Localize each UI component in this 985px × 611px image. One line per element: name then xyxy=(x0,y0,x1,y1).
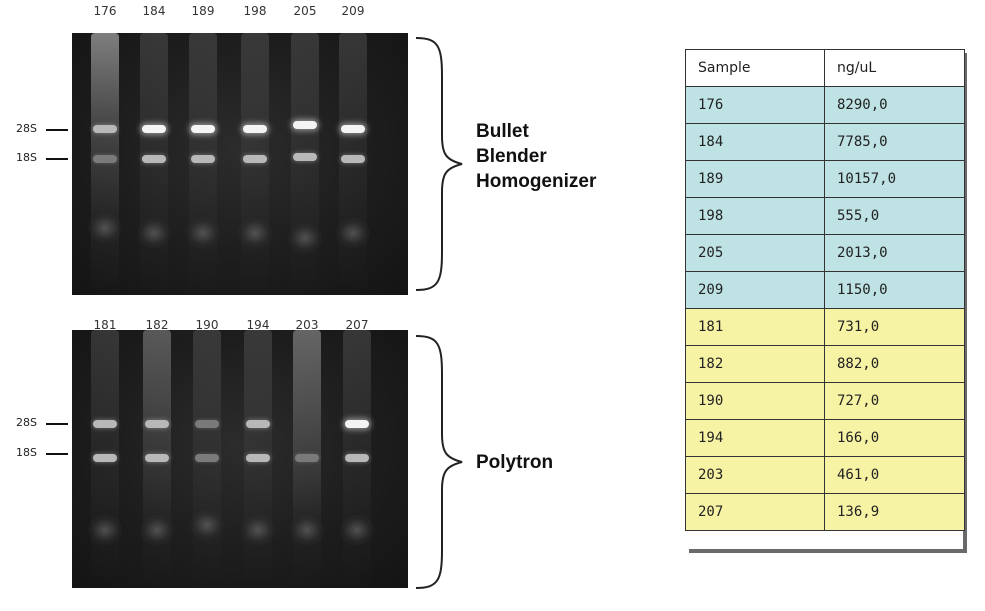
table-row: 181 731,0 xyxy=(685,308,965,346)
lane-label: 203 xyxy=(295,318,319,332)
lane-label: 194 xyxy=(246,318,270,332)
sample-cell: 184 xyxy=(685,123,825,161)
gel-lane xyxy=(290,330,324,588)
table-row: 203 461,0 xyxy=(685,456,965,494)
table-row: 207 136,9 xyxy=(685,493,965,531)
sample-cell: 205 xyxy=(685,234,825,272)
bullet-blender-gel-panel: 176 184 189 198 205 209 xyxy=(72,0,408,296)
lane-label: 207 xyxy=(345,318,369,332)
sample-cell: 176 xyxy=(685,86,825,124)
value-cell: 7785,0 xyxy=(824,123,965,161)
table-row: 184 7785,0 xyxy=(685,123,965,161)
gel-lane xyxy=(88,33,122,295)
table-row: 182 882,0 xyxy=(685,345,965,383)
sample-cell: 198 xyxy=(685,197,825,235)
lane-label: 176 xyxy=(93,4,117,18)
value-cell: 1150,0 xyxy=(824,271,965,309)
value-cell: 10157,0 xyxy=(824,160,965,198)
lane-label: 209 xyxy=(341,4,365,18)
lane-label: 182 xyxy=(145,318,169,332)
lane-label: 181 xyxy=(93,318,117,332)
gel-lane xyxy=(238,33,272,295)
value-cell: 727,0 xyxy=(824,382,965,420)
value-cell: 555,0 xyxy=(824,197,965,235)
table-row: 189 10157,0 xyxy=(685,160,965,198)
lane-labels: 176 184 189 198 205 209 xyxy=(72,0,408,20)
sample-cell: 207 xyxy=(685,493,825,531)
value-cell: 2013,0 xyxy=(824,234,965,272)
table-row: 198 555,0 xyxy=(685,197,965,235)
sample-cell: 209 xyxy=(685,271,825,309)
gel-lane xyxy=(140,330,174,588)
table-row: 194 166,0 xyxy=(685,419,965,457)
table-row: 190 727,0 xyxy=(685,382,965,420)
lane-label: 189 xyxy=(191,4,215,18)
marker-28s-label: 28S xyxy=(16,122,37,135)
value-cell: 731,0 xyxy=(824,308,965,346)
sample-cell: 189 xyxy=(685,160,825,198)
gel-lane xyxy=(241,330,275,588)
marker-18s-tick xyxy=(46,158,68,160)
gel-lane xyxy=(340,330,374,588)
gel-lane xyxy=(186,33,220,295)
marker-18s-tick xyxy=(46,453,68,455)
gel-lane xyxy=(190,330,224,588)
sample-cell: 181 xyxy=(685,308,825,346)
column-header-ng-ul: ng/uL xyxy=(824,49,965,87)
table-shadow xyxy=(963,53,967,553)
gel-lane xyxy=(88,330,122,588)
marker-18s-label: 18S xyxy=(16,446,37,459)
bullet-blender-group-label: Bullet Blender Homogenizer xyxy=(476,121,597,192)
sample-cell: 190 xyxy=(685,382,825,420)
value-cell: 166,0 xyxy=(824,419,965,457)
lane-label: 184 xyxy=(142,4,166,18)
gel-lane xyxy=(336,33,370,295)
lane-labels: 181 182 190 194 203 207 xyxy=(72,314,408,334)
table-header-row: Sample ng/uL xyxy=(685,49,965,87)
column-header-sample: Sample xyxy=(685,49,825,87)
sample-cell: 182 xyxy=(685,345,825,383)
marker-28s-label: 28S xyxy=(16,416,37,429)
lane-label: 198 xyxy=(243,4,267,18)
lane-label: 205 xyxy=(293,4,317,18)
table-row: 176 8290,0 xyxy=(685,86,965,124)
gel-image xyxy=(72,330,408,588)
gel-lane xyxy=(288,33,322,295)
marker-28s-tick xyxy=(46,129,68,131)
value-cell: 136,9 xyxy=(824,493,965,531)
marker-28s-tick xyxy=(46,423,68,425)
rna-concentration-table: Sample ng/uL 176 8290,0 184 7785,0 189 1015… xyxy=(685,49,965,531)
value-cell: 8290,0 xyxy=(824,86,965,124)
gel-lane xyxy=(137,33,171,295)
lane-label: 190 xyxy=(195,318,219,332)
sample-cell: 194 xyxy=(685,419,825,457)
sample-cell: 203 xyxy=(685,456,825,494)
curly-brace-icon xyxy=(415,335,463,589)
polytron-gel-panel: 181 182 190 194 203 207 xyxy=(72,314,408,588)
table-row: 209 1150,0 xyxy=(685,271,965,309)
table-row: 205 2013,0 xyxy=(685,234,965,272)
gel-image xyxy=(72,33,408,295)
value-cell: 882,0 xyxy=(824,345,965,383)
curly-brace-icon xyxy=(415,37,463,291)
table-shadow xyxy=(689,549,967,553)
polytron-group-label: Polytron xyxy=(476,452,554,473)
value-cell: 461,0 xyxy=(824,456,965,494)
marker-18s-label: 18S xyxy=(16,151,37,164)
